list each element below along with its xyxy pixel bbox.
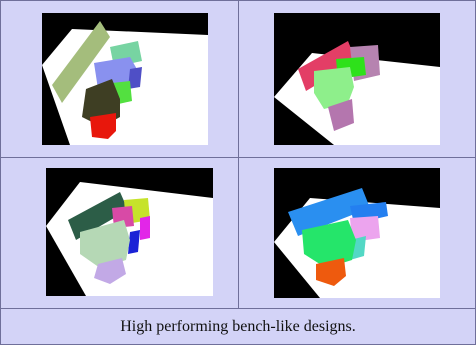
bench-render-4-image [274,168,440,298]
bench-seat [302,220,356,268]
bench-block [350,216,380,242]
bench-render-1-image [42,13,208,145]
backrest-panel [52,21,110,103]
grid-line-vertical [238,1,239,309]
bench-seat [314,67,354,109]
bench-render-2 [274,13,440,145]
bench-seat [80,220,130,268]
bench-block [140,216,150,240]
bench-leg [94,258,126,284]
bench-block [128,230,140,254]
bench-render-1 [42,13,208,145]
bench-render-3 [46,168,213,296]
bench-block [128,67,142,89]
backrest-panel [68,192,128,240]
figure-caption: High performing bench-like designs. [120,317,356,335]
bench-seat [94,57,138,89]
bench-leg [90,113,116,139]
backrest-panel [298,41,356,91]
backrest-panel [288,188,370,236]
grid-line-middle [1,157,475,158]
bench-render-3-image [46,168,213,296]
grid-line-bottom [1,308,475,309]
bench-render-4 [274,168,440,298]
bench-leg [316,258,346,286]
bench-leg [328,99,354,131]
bench-render-2-image [274,13,440,145]
